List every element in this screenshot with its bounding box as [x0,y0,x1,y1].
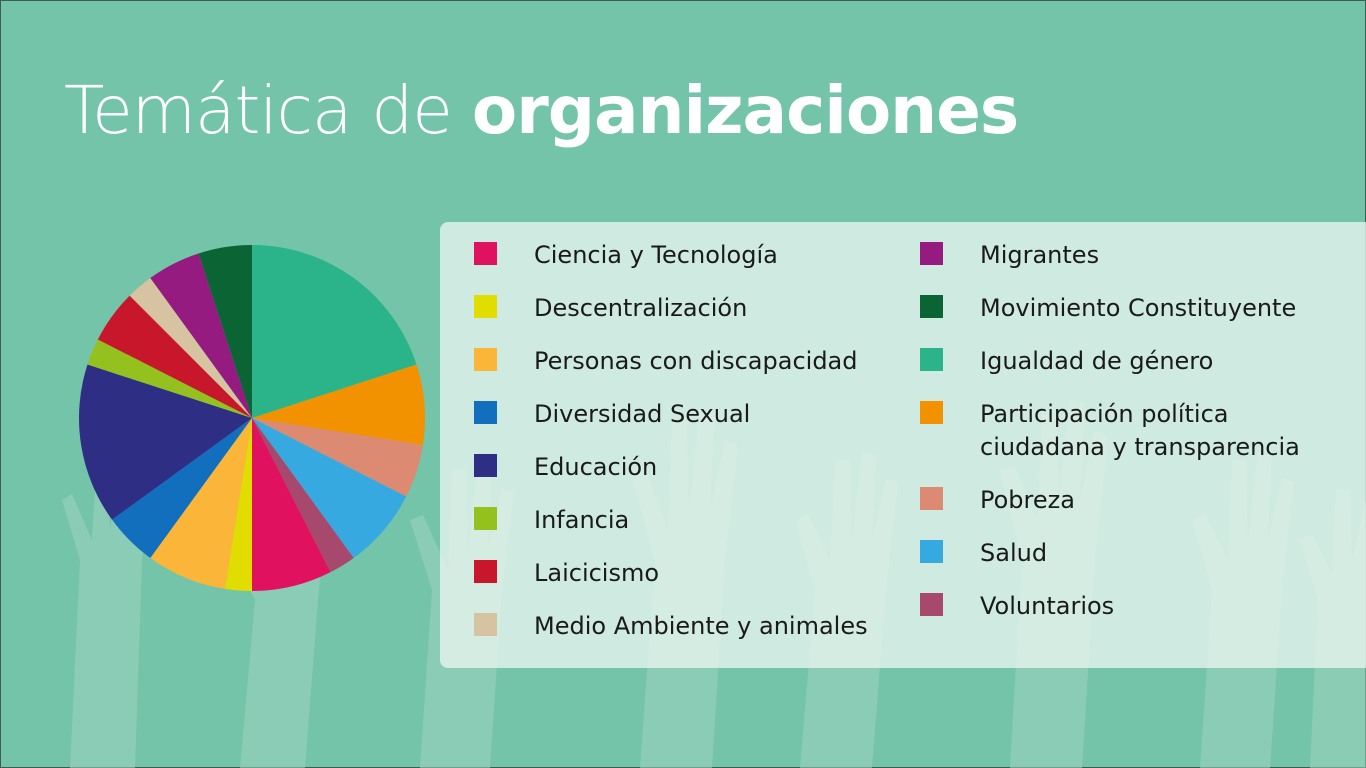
legend-label: Infancia [534,506,630,534]
legend-label: Igualdad de género [980,347,1214,375]
legend-swatch [474,401,497,424]
legend-label: Migrantes [980,241,1100,269]
legend-swatch [920,401,943,424]
legend-label: Descentralización [534,294,748,322]
pie-slice-movimiento-constituyente [198,245,252,418]
legend-swatch [474,242,497,265]
page-title: Temática de organizaciones [64,72,1019,149]
legend-label-line2: ciudadana y transparencia [980,433,1300,461]
pie-slice-infancia [87,339,252,418]
legend-label: Educación [534,453,658,481]
pie-slice-medio-ambiente-y-animales [129,278,252,418]
legend-label: Pobreza [980,486,1075,514]
legend-swatch [920,242,943,265]
legend-label: Personas con discapacidad [534,347,858,375]
legend-label: Diversidad Sexual [534,400,751,428]
pie-slice-pobreza [252,418,423,497]
pie-slice-diversidad-sexual [112,418,252,558]
title-regular: Temática de [64,72,472,149]
legend-label: Ciencia y Tecnología [534,241,778,269]
pie-slice-descentralización [224,418,252,591]
pie-slice-participación-política-ciudadana-y-transparencia [252,364,425,446]
legend-label: Medio Ambiente y animales [534,612,868,640]
legend-swatch [920,295,943,318]
legend-swatch [920,540,943,563]
legend-swatch [474,613,497,636]
legend-panel [440,222,1366,668]
legend-swatch [474,348,497,371]
title-bold: organizaciones [471,72,1019,149]
pie-slice-ciencia-y-tecnología [252,418,331,591]
legend-swatch [474,560,497,583]
legend-swatch [920,487,943,510]
pie-slice-igualdad-de-género [252,245,417,418]
legend-swatch [474,295,497,318]
legend-swatch [474,507,497,530]
pie-slice-personas-con-discapacidad [150,418,252,589]
legend-swatch [920,348,943,371]
pie-slice-educación [79,364,252,520]
legend-label: Participación política [980,400,1229,428]
legend-label: Laicicismo [534,559,660,587]
legend-swatch [474,454,497,477]
legend-label: Movimiento Constituyente [980,294,1297,322]
pie-slice-migrantes [150,253,252,418]
pie-slice-voluntarios [252,418,354,573]
pie-slice-laicicismo [97,295,253,418]
pie-slice-salud [252,418,407,558]
pie-chart [79,245,425,591]
legend-label: Salud [980,539,1048,567]
legend-swatch [920,593,943,616]
legend-label: Voluntarios [980,592,1115,620]
